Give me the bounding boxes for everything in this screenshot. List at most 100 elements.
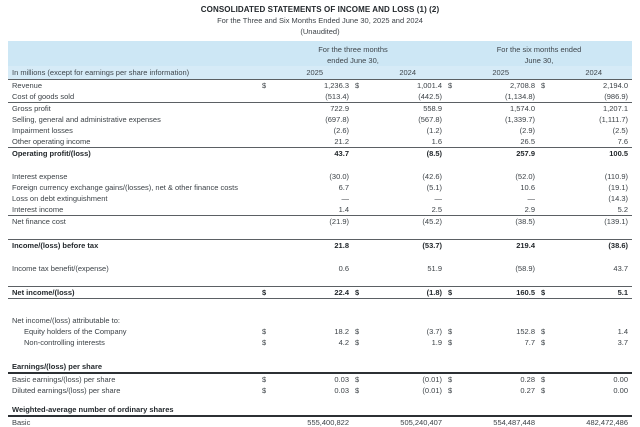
value-cell: (697.8) — [325, 115, 349, 124]
value-cell — [368, 361, 446, 374]
value-cell: — — [527, 194, 536, 203]
dollar-sign-cell — [353, 114, 368, 125]
dollar-sign-cell — [446, 136, 461, 148]
table-row: Other operating income 21.2 1.6 26.5 7.6 — [8, 136, 632, 148]
table-row: Net income/(loss) $22.4 $ (1.8) $160.5 $5.1 — [8, 286, 633, 299]
dollar-sign-cell: $ — [353, 286, 368, 299]
spacer-row — [8, 396, 632, 404]
year-header-row: In millions (except for earnings per sha… — [8, 66, 633, 80]
value-cell: 5.1 — [554, 286, 633, 299]
value-cell: (3.7) — [426, 327, 442, 336]
dollar-sign-cell — [446, 171, 461, 182]
table-row: Earnings/(loss) per share — [8, 361, 633, 374]
value-cell: 7.6 — [617, 137, 629, 146]
value-cell: 4.2 — [338, 338, 349, 347]
dollar-sign-cell: $ — [448, 386, 453, 395]
dollar-sign-cell — [260, 102, 275, 114]
dollar-sign-cell — [539, 215, 554, 227]
dollar-sign-cell — [539, 204, 554, 216]
dollar-sign-cell: $ — [262, 375, 267, 384]
dollar-sign-cell — [260, 91, 275, 103]
income-statement-body: Revenue $1,236.3 $1,001.4 $2,708.8 $2,194.0 C… — [8, 79, 633, 427]
row-label: Net income/(loss) attributable to: — [12, 316, 120, 325]
year-col-q2-2025: 2025 — [275, 66, 353, 80]
row-label: Selling, general and administrative expe… — [12, 115, 161, 124]
value-cell: (53.7) — [368, 239, 446, 251]
dollar-sign-cell — [446, 315, 461, 326]
dollar-sign-cell — [539, 315, 554, 326]
dollar-sign-cell: $ — [541, 386, 546, 395]
dollar-sign-cell — [446, 102, 461, 114]
dollar-sign-cell — [353, 91, 368, 103]
value-cell — [368, 315, 446, 326]
dollar-sign-cell — [446, 361, 461, 374]
year-col-q2-2024: 2024 — [368, 66, 446, 80]
value-cell — [461, 315, 539, 326]
dollar-sign-cell — [446, 215, 461, 227]
dollar-sign-cell: $ — [448, 327, 453, 336]
dollar-sign-cell — [539, 171, 554, 182]
value-cell: 160.5 — [461, 286, 539, 299]
row-label: Foreign currency exchange gains/(losses)… — [12, 183, 238, 192]
dollar-sign-cell: $ — [541, 375, 546, 384]
dollar-sign-cell — [539, 125, 554, 136]
value-cell: (5.1) — [426, 183, 442, 192]
value-cell: (38.5) — [461, 215, 539, 227]
value-cell: 1,574.0 — [461, 102, 539, 114]
dollar-sign-cell — [446, 193, 461, 204]
value-cell: (45.2) — [368, 215, 446, 227]
value-cell: 5.2 — [617, 205, 629, 214]
spacer-row — [8, 159, 632, 171]
row-label: Net finance cost — [8, 215, 260, 227]
value-cell: 558.9 — [368, 102, 446, 114]
dollar-sign-cell — [260, 136, 275, 148]
statement-title: CONSOLIDATED STATEMENTS OF INCOME AND LO… — [200, 5, 440, 14]
value-cell: (1.8) — [368, 286, 446, 299]
value-cell: (0.01) — [422, 375, 442, 384]
dollar-sign-cell — [539, 136, 554, 148]
value-cell: 1.9 — [431, 338, 442, 347]
value-cell — [275, 361, 353, 374]
table-row: Weighted-average number of ordinary shar… — [8, 404, 633, 417]
value-cell: 6.7 — [338, 183, 349, 192]
statement-subtitle: For the Three and Six Months Ended June … — [217, 16, 423, 25]
dollar-sign-cell — [446, 204, 461, 216]
dollar-sign-cell: $ — [355, 327, 360, 336]
row-label: Net income/(loss) — [8, 286, 260, 299]
table-row: Operating profit/(loss) 43.7 (8.5) 257.9 100… — [8, 147, 633, 159]
row-label: Other operating income — [12, 137, 91, 146]
dollar-sign-cell: $ — [448, 375, 453, 384]
year-col-h1-2025: 2025 — [461, 66, 539, 80]
value-cell: 0.03 — [334, 375, 349, 384]
value-cell: 1.6 — [431, 137, 442, 146]
dollar-sign-cell — [260, 404, 275, 417]
row-label: Non-controlling interests — [24, 338, 105, 347]
dollar-sign-cell — [539, 102, 554, 114]
dollar-sign-cell — [539, 182, 554, 193]
dollar-sign-cell: $ — [355, 375, 360, 384]
value-cell: 43.7 — [275, 147, 353, 159]
spacer-row — [8, 299, 632, 316]
value-cell: (2.9) — [519, 126, 535, 135]
row-label: Revenue — [8, 79, 260, 91]
spacer-row — [8, 227, 632, 240]
value-cell: 10.6 — [520, 183, 535, 192]
value-cell — [461, 361, 539, 374]
value-cell: 0.6 — [338, 264, 349, 273]
spacer-row — [8, 274, 632, 287]
value-cell: (38.6) — [554, 239, 633, 251]
value-cell: 0.27 — [520, 386, 535, 395]
table-row: Cost of goods sold (513.4) (442.5) (1,134.8… — [8, 91, 632, 103]
value-cell: 1,001.4 — [368, 79, 446, 91]
value-cell: 21.8 — [275, 239, 353, 251]
value-cell: (42.6) — [422, 172, 442, 181]
row-label: Cost of goods sold — [12, 92, 75, 101]
dollar-sign-cell: $ — [539, 286, 554, 299]
value-cell: 0.03 — [334, 386, 349, 395]
dollar-sign-cell — [260, 147, 275, 159]
dollar-sign-cell — [539, 239, 554, 251]
dollar-sign-cell: $ — [353, 79, 368, 91]
value-cell: (2.6) — [333, 126, 349, 135]
dollar-sign-cell — [353, 361, 368, 374]
value-cell: (986.9) — [604, 92, 629, 101]
